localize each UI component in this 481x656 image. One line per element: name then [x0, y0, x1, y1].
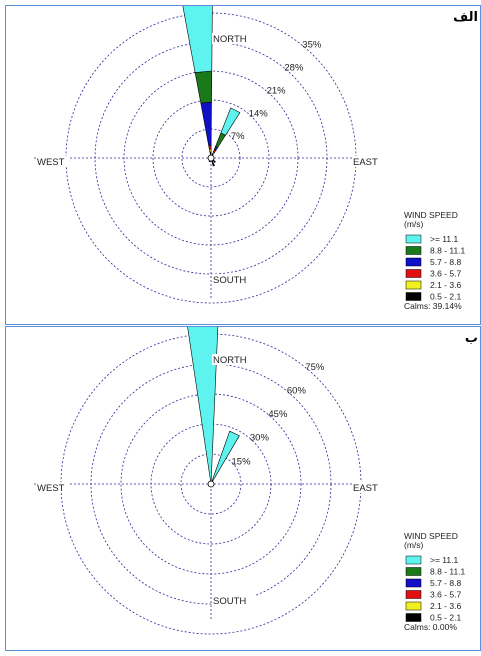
ring-label: 30%: [250, 433, 270, 444]
legend-item-label: >= 11.1: [430, 555, 458, 565]
east-label: EAST: [353, 157, 378, 168]
legend-item-label: 0.5 - 2.1: [430, 613, 461, 623]
legend-unit: (m/s): [404, 540, 424, 550]
legend-calms: Calms: 39.14%: [404, 301, 462, 311]
petal-segment: [187, 327, 219, 485]
north-label-bg: [212, 33, 256, 44]
petal-segment: [200, 101, 212, 147]
west-label: WEST: [37, 157, 65, 168]
west-label: WEST: [37, 483, 65, 494]
legend-swatch: [405, 601, 422, 611]
calm-center: [207, 480, 215, 488]
legend-swatch: [405, 567, 422, 576]
legend-title: WIND SPEED: [404, 210, 458, 220]
calm-center: [207, 154, 215, 162]
legend-item-label: >= 11.1: [430, 234, 458, 244]
petal-segment: [210, 430, 240, 485]
wind-rose-panel-b: 15% 30% 45% 60% 75% NORTH SOUTH WEST EAST WIND SP…: [5, 326, 481, 651]
petal-segment: [194, 70, 213, 104]
legend-swatch: [405, 578, 422, 588]
legend-swatch: [405, 234, 422, 244]
legend-item-label: 5.7 - 8.8: [430, 578, 461, 588]
wind-rose-panel-a: 7% 14% 21% 28% 35% NORTH SOUTH WEST EAST WIND SPE…: [5, 5, 481, 325]
north-label: NORTH: [213, 34, 247, 45]
south-label-bg: [212, 274, 256, 285]
legend-calms: Calms: 0.00%: [404, 622, 457, 632]
west-label-bg: [36, 482, 70, 493]
legend-item-label: 2.1 - 3.6: [430, 280, 461, 290]
ring-label: 15%: [232, 456, 252, 467]
legend-item-label: 0.5 - 2.1: [430, 292, 461, 302]
legend-item-label: 3.6 - 5.7: [430, 269, 461, 279]
petal-segment: [220, 107, 241, 136]
ring-label: 7%: [231, 131, 245, 142]
ring-label: 35%: [302, 40, 322, 51]
wind-rose-chart-b: 15% 30% 45% 60% 75% NORTH SOUTH WEST EAST WIND SP…: [34, 327, 466, 635]
legend-item-label: 8.8 - 11.1: [430, 567, 466, 577]
panel-label-a: الف: [453, 10, 478, 25]
legend-swatch: [405, 613, 422, 622]
petal-segment: [182, 6, 213, 73]
east-label: EAST: [353, 483, 378, 494]
east-label-bg: [352, 156, 384, 167]
north-label-bg: [212, 354, 256, 365]
ring-label: 14%: [249, 108, 269, 119]
petal-segment: [208, 148, 212, 153]
legend-swatch: [405, 590, 422, 599]
legend-item-label: 8.8 - 11.1: [430, 246, 466, 256]
legend-swatch: [405, 555, 422, 565]
legend-swatch: [405, 246, 422, 255]
legend-title: WIND SPEED: [404, 531, 458, 541]
legend-swatch: [405, 292, 422, 301]
ring-label: 75%: [305, 362, 325, 373]
petal-segment: [208, 145, 212, 150]
south-label: SOUTH: [213, 596, 246, 607]
legend-unit: (m/s): [404, 219, 424, 229]
east-label-bg: [352, 482, 384, 493]
ring-label: 21%: [267, 85, 287, 96]
legend-item-label: 2.1 - 3.6: [430, 601, 461, 611]
petal-segment: [215, 132, 226, 148]
south-label: SOUTH: [213, 275, 246, 286]
legend-swatch: [405, 280, 422, 290]
ring-label: 28%: [284, 63, 304, 74]
legend-item-label: 3.6 - 5.7: [430, 590, 461, 600]
legend-swatch: [405, 257, 422, 267]
ring-label: 60%: [287, 385, 307, 396]
north-label: NORTH: [213, 355, 247, 366]
wind-rose-chart-a: 7% 14% 21% 28% 35% NORTH SOUTH WEST EAST WIND SPE…: [34, 6, 466, 311]
panel-label-b: ب: [464, 331, 478, 346]
ring-label: 45%: [268, 409, 288, 420]
west-label-bg: [36, 156, 70, 167]
legend-item-label: 5.7 - 8.8: [430, 257, 461, 267]
legend-swatch: [405, 269, 422, 278]
south-label-bg: [212, 595, 256, 606]
